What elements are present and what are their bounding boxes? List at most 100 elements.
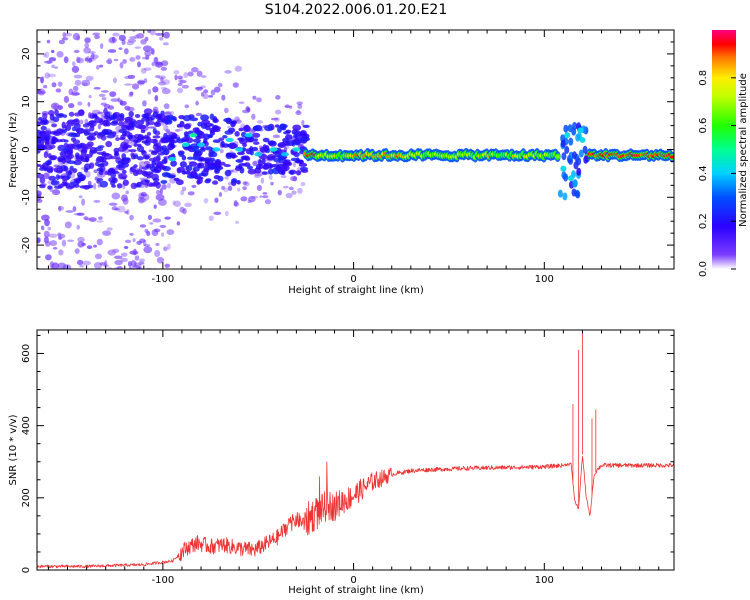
spectrogram-blob bbox=[268, 140, 277, 147]
spectrogram-blob bbox=[292, 161, 296, 168]
spectrogram-blob bbox=[76, 212, 85, 216]
spectrogram-blob bbox=[170, 160, 177, 167]
spectrogram-blob bbox=[235, 159, 244, 163]
spectrogram-blob bbox=[135, 119, 145, 126]
spectrogram-blob bbox=[225, 137, 234, 143]
spectrogram-blob bbox=[77, 241, 85, 248]
spectrogram-blob bbox=[62, 129, 68, 134]
spectrogram-blob bbox=[151, 48, 155, 55]
spectrogram-blob bbox=[136, 145, 145, 153]
spectrogram-blob bbox=[262, 192, 268, 195]
spectrogram-blob bbox=[223, 164, 231, 168]
spectrogram-blob bbox=[45, 166, 54, 173]
spectrogram-blob bbox=[44, 51, 50, 59]
spectrogram-blob bbox=[221, 185, 226, 190]
spectrogram-blob bbox=[246, 107, 251, 112]
spectrogram-blob bbox=[134, 262, 139, 268]
spectrogram-blob bbox=[46, 39, 51, 44]
spectrogram-blob bbox=[181, 142, 190, 147]
spectrogram-blob bbox=[116, 164, 121, 169]
spectrogram-blob bbox=[113, 147, 120, 154]
spectrogram-blob bbox=[197, 162, 205, 169]
spectrogram-blob bbox=[118, 47, 123, 50]
spectrogram-blob bbox=[79, 119, 84, 125]
y-tick-label: 0 bbox=[21, 146, 32, 152]
spectrogram-blob bbox=[268, 174, 273, 180]
spectrogram-blob bbox=[76, 171, 83, 178]
spectrogram-blob bbox=[579, 136, 586, 143]
spectrogram-blob bbox=[243, 181, 250, 187]
spectrogram-blob bbox=[65, 210, 74, 213]
spectrogram-blob bbox=[50, 102, 60, 110]
spectrogram-blob bbox=[163, 148, 170, 156]
spectrogram-blob bbox=[90, 54, 99, 60]
spectrogram-blob bbox=[280, 152, 289, 157]
spectrogram-y-ticks: -20 -10 0 10 20 bbox=[21, 29, 674, 270]
spectrogram-blob bbox=[568, 175, 575, 182]
spectrogram-blob bbox=[214, 160, 221, 165]
spectrogram-blob bbox=[119, 99, 123, 106]
spectrogram-blob bbox=[236, 151, 245, 156]
spectrogram-blob bbox=[252, 160, 258, 167]
spectrogram-blob bbox=[54, 109, 59, 116]
spectrogram-blob bbox=[297, 187, 303, 194]
spectrogram-blob bbox=[179, 79, 187, 84]
spectrogram-blob bbox=[133, 248, 137, 256]
spectrogram-blob bbox=[209, 113, 215, 120]
spectrogram-blob bbox=[212, 118, 219, 124]
spectrogram-blob bbox=[97, 131, 107, 137]
spectrogram-blob bbox=[47, 73, 57, 78]
spectrogram-blob bbox=[197, 142, 206, 147]
spectrogram-blob bbox=[163, 132, 168, 139]
y-tick-label: -10 bbox=[21, 189, 32, 205]
spectrogram-blob bbox=[40, 77, 44, 84]
spectrogram-blob bbox=[137, 196, 145, 204]
spectrogram-blob bbox=[224, 169, 232, 177]
spectrogram-blob bbox=[80, 270, 87, 274]
spectrogram-blob bbox=[74, 79, 82, 86]
spectrogram-blob bbox=[105, 116, 112, 122]
spectrogram-blob bbox=[75, 152, 80, 159]
spectrogram-blob bbox=[43, 53, 47, 58]
spectrogram-blob bbox=[153, 166, 162, 174]
spectrogram-blob bbox=[285, 140, 295, 147]
spectrogram-blob bbox=[122, 179, 129, 186]
spectrogram-blob bbox=[108, 30, 112, 31]
spectrogram-blob bbox=[174, 74, 178, 81]
spectrogram-blob bbox=[61, 121, 66, 129]
spectrogram-blob bbox=[45, 254, 52, 261]
spectrogram-blob bbox=[124, 105, 131, 111]
spectrogram-blob bbox=[191, 67, 199, 73]
spectrogram-blob bbox=[53, 103, 58, 111]
spectrogram-blob bbox=[295, 170, 302, 176]
spectrogram-blob bbox=[272, 150, 280, 155]
spectrogram-blob bbox=[155, 182, 161, 189]
spectrogram-blob bbox=[165, 129, 171, 133]
spectrogram-blob bbox=[62, 114, 68, 118]
snr-x-label: Height of straight line (km) bbox=[288, 585, 424, 596]
spectrogram-blob bbox=[129, 214, 134, 221]
spectrogram-blob bbox=[146, 116, 153, 122]
spectrogram-blob bbox=[136, 33, 145, 39]
spectrogram-blob bbox=[41, 214, 50, 221]
spectrogram-blob bbox=[179, 126, 184, 132]
spectrogram-blob bbox=[105, 140, 113, 148]
snr-series-line bbox=[37, 331, 674, 569]
spectrogram-blob bbox=[280, 175, 287, 179]
spectrogram-blob bbox=[93, 262, 103, 269]
spectrogram-blob bbox=[159, 36, 164, 41]
spectrogram-blob bbox=[578, 149, 584, 158]
spectrogram-blob bbox=[78, 195, 83, 199]
spectrogram-blob bbox=[575, 133, 581, 142]
spectrogram-blob bbox=[104, 260, 108, 267]
spectrogram-blob bbox=[561, 152, 567, 161]
spectrogram-blob bbox=[110, 121, 119, 126]
spectrogram-blob bbox=[111, 114, 117, 121]
spectrogram-blob bbox=[107, 105, 115, 110]
spectrogram-blob bbox=[181, 186, 187, 192]
spectrogram-blob bbox=[212, 139, 221, 143]
spectrogram-blob bbox=[144, 179, 150, 183]
spectrogram-blob bbox=[79, 264, 85, 268]
spectrogram-blob bbox=[63, 95, 70, 104]
